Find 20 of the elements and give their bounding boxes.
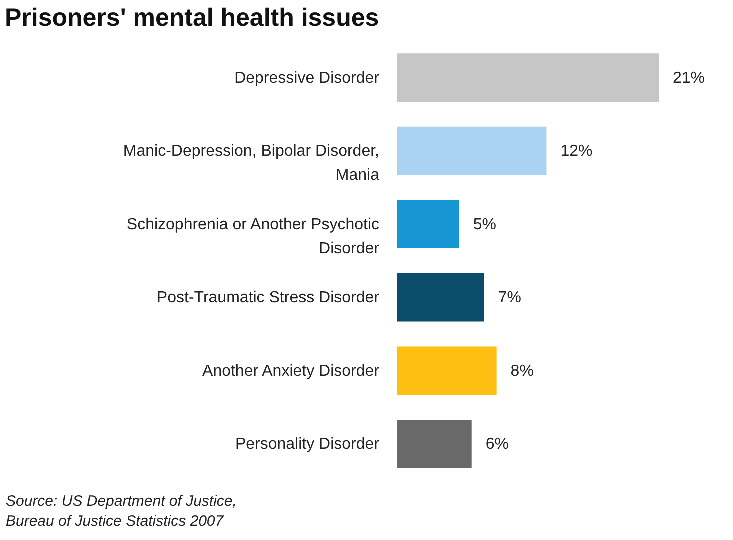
bar [397,346,497,396]
data-label: 21% [673,70,706,87]
data-label: 5% [473,216,497,234]
y-tick-label: Another Anxiety Disorder [202,362,380,380]
y-tick-label: Personality Disorder [235,436,380,454]
data-label: 7% [498,290,522,307]
y-tick-label: Schizophrenia or Another Psychotic Disorder [126,216,380,258]
bar [397,200,460,249]
y-tick-label: Depressive Disorder [234,70,380,87]
bar [397,54,659,102]
y-tick-label: Manic-Depression, Bipolar Disorder, Mania [123,143,380,184]
data-label: 6% [486,436,509,454]
source-note: Source: US Department of Justice, Bureau of Justice Statistics 2007 [6,492,237,532]
bar [397,420,472,468]
data-label: 8% [510,362,534,380]
y-tick-label: Post-Traumatic Stress Disorder [156,290,380,307]
data-label: 12% [560,143,593,160]
bar [397,273,484,322]
text: Prisoners' mental health issues [5,4,380,32]
bar [397,126,547,176]
